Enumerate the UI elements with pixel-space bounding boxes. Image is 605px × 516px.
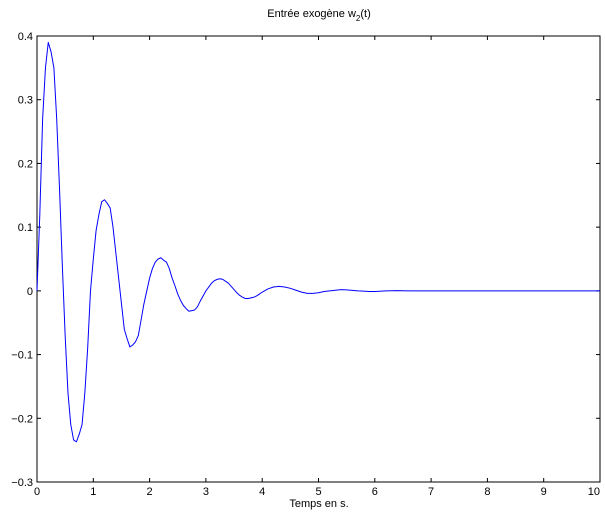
x-tick-label: 5 <box>315 486 321 498</box>
y-tick-label: 0.3 <box>18 95 33 107</box>
y-axis: 0.4 0.3 0.2 0.1 0 −0.1 −0.2 −0.3 <box>11 31 600 489</box>
plot-area <box>36 35 601 483</box>
chart-title-main: Entrée exogène w <box>267 8 356 20</box>
x-tick-label: 8 <box>484 486 490 498</box>
y-tick-label: 0 <box>27 286 33 298</box>
y-tick-label: −0.1 <box>11 350 33 362</box>
y-tick-label: −0.3 <box>11 477 33 489</box>
chart-title-subscript: 2 <box>356 14 361 23</box>
y-tick-label: −0.2 <box>11 413 33 425</box>
y-tick-label: 0.1 <box>18 222 33 234</box>
x-tick-label: 2 <box>147 486 153 498</box>
series-layer <box>36 41 600 443</box>
y-tick-label: 0.2 <box>18 158 33 170</box>
x-axis-label: Temps en s. <box>289 498 348 510</box>
x-tick-label: 7 <box>428 486 434 498</box>
x-tick-label: 10 <box>588 486 600 498</box>
chart-title-tail: (t) <box>360 8 370 20</box>
x-tick-label: 0 <box>34 486 40 498</box>
x-tick-label: 4 <box>259 486 265 498</box>
x-tick-label: 9 <box>541 486 547 498</box>
chart-title: Entrée exogène w2(t) <box>267 8 371 23</box>
x-tick-label: 6 <box>372 486 378 498</box>
series-line <box>36 41 600 443</box>
x-tick-label: 3 <box>203 486 209 498</box>
x-tick-label: 1 <box>90 486 96 498</box>
x-axis: 0 1 2 3 4 5 6 7 8 9 10 <box>34 36 601 498</box>
y-tick-label: 0.4 <box>18 31 33 43</box>
